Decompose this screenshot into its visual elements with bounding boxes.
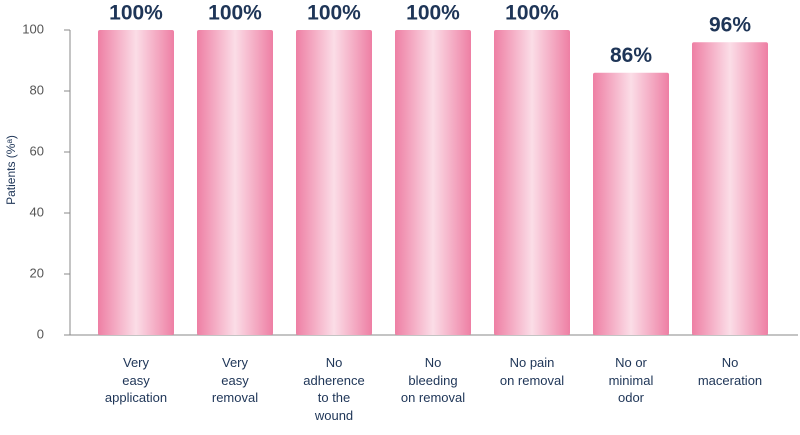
bar xyxy=(395,30,471,335)
y-tick-label: 0 xyxy=(37,326,44,341)
x-tick-label: Very easy application xyxy=(104,355,168,405)
bar xyxy=(494,30,570,335)
x-tick-label: Very easy removal xyxy=(211,355,259,405)
bar xyxy=(296,30,372,335)
value-label: 86% xyxy=(610,44,652,67)
value-label: 100% xyxy=(109,2,163,25)
value-label: 100% xyxy=(406,2,460,25)
y-axis-label: Patients (%ᵃ) xyxy=(4,135,18,205)
value-label: 100% xyxy=(505,2,559,25)
x-tick-label: No or minimal odor xyxy=(608,355,654,405)
y-tick-label: 60 xyxy=(30,143,44,158)
y-tick-label: 20 xyxy=(30,265,44,280)
y-tick-label: 40 xyxy=(30,204,44,219)
bar xyxy=(98,30,174,335)
value-label: 100% xyxy=(307,2,361,25)
value-label: 96% xyxy=(709,14,751,37)
bar xyxy=(692,42,768,335)
value-label: 100% xyxy=(208,2,262,25)
x-tick-label: No maceration xyxy=(697,355,763,388)
x-tick-label: No adherence to the wound xyxy=(303,355,365,423)
bar xyxy=(197,30,273,335)
y-tick-label: 80 xyxy=(30,82,44,97)
y-tick-label: 100 xyxy=(22,21,44,36)
x-tick-label: No pain on removal xyxy=(499,355,565,388)
x-tick-label: No bleeding on removal xyxy=(400,355,466,405)
bar xyxy=(593,72,669,335)
